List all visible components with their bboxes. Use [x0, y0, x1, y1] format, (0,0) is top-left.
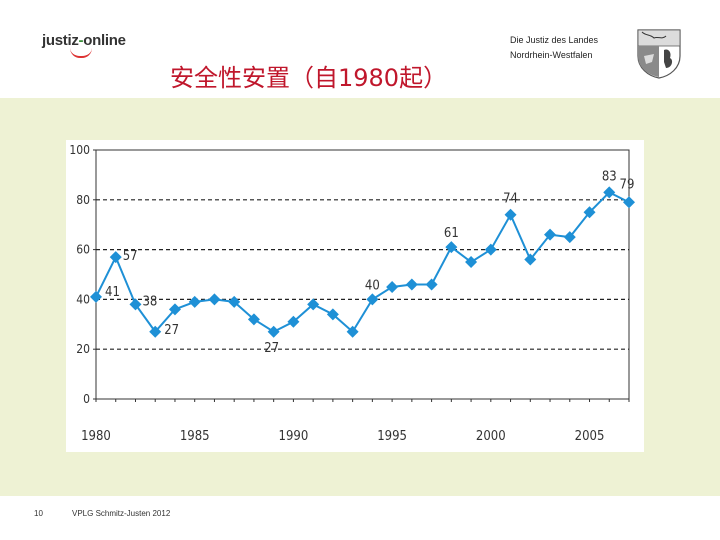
data-label-1983: 27: [164, 323, 179, 338]
data-point-1982: [129, 298, 142, 311]
data-label-1980: 41: [105, 285, 120, 300]
data-point-1983: [149, 325, 162, 338]
plot-border: [95, 149, 630, 400]
y-tick-label: 100: [69, 143, 90, 157]
data-point-1990: [287, 315, 300, 328]
data-label-1981: 57: [123, 249, 138, 264]
data-label-2001: 74: [503, 192, 518, 207]
data-label-2007: 79: [620, 177, 635, 192]
series-line: [95, 191, 630, 334]
data-point-2001: [504, 208, 517, 221]
data-point-1991: [307, 298, 320, 311]
justiz-online-logo: justiz-online: [42, 32, 126, 49]
logo-suffix: online: [83, 32, 126, 49]
y-tick-label: 20: [76, 342, 90, 356]
data-point-2002: [524, 253, 537, 266]
data-label-1982: 38: [142, 294, 157, 309]
data-point-1981: [109, 251, 122, 264]
data-point-1985: [188, 295, 201, 308]
nrw-coat-of-arms-icon: [637, 29, 681, 79]
data-point-2005: [583, 206, 596, 219]
slide-title: 安全性安置（自1980起）: [170, 64, 448, 92]
y-tick-label: 40: [76, 292, 90, 306]
page-number: 10: [34, 509, 43, 518]
data-point-1992: [326, 308, 339, 321]
x-tick-label: 2005: [575, 429, 605, 444]
state-line-2: Nordrhein-Westfalen: [510, 50, 593, 60]
data-point-2007: [623, 196, 635, 209]
chart-frame: 0 20 40 60 80 100 1980 1985 1990 1995 2000 2005 41 57…: [66, 140, 644, 452]
x-tick-label: 1985: [180, 429, 210, 444]
line-chart: 0 20 40 60 80 100 1980 1985 1990 1995 2000 2005 41 57…: [69, 143, 635, 444]
data-point-2006: [603, 186, 616, 199]
data-point-1994: [366, 293, 379, 306]
y-tick-label: 0: [83, 392, 90, 406]
data-point-1997: [425, 278, 438, 291]
logo-swoosh: [70, 48, 92, 58]
data-point-1999: [465, 256, 478, 269]
x-tick-label: 2000: [476, 429, 506, 444]
x-tick-label: 1995: [377, 429, 407, 444]
data-point-2004: [563, 231, 576, 244]
data-label-1989: 27: [264, 341, 279, 356]
data-point-1998: [445, 241, 458, 254]
data-label-2006: 83: [602, 169, 617, 184]
data-point-1988: [247, 313, 260, 326]
data-point-1995: [386, 280, 399, 293]
y-tick-label: 80: [76, 193, 90, 207]
data-point-2003: [544, 228, 557, 241]
data-point-1996: [405, 278, 418, 291]
data-point-1989: [267, 325, 280, 338]
data-point-2000: [484, 243, 497, 256]
x-tick-label: 1990: [279, 429, 309, 444]
data-point-1993: [346, 325, 359, 338]
x-tick-label: 1980: [81, 429, 111, 444]
footer-author: VPLG Schmitz-Justen 2012: [72, 509, 171, 518]
logo-hyphen: -: [78, 32, 84, 49]
y-tick-label: 60: [76, 243, 90, 257]
data-label-1994: 40: [365, 278, 380, 293]
data-point-1987: [228, 295, 241, 308]
logo-prefix: justiz: [42, 32, 79, 49]
data-point-1980: [90, 290, 102, 303]
data-point-1986: [208, 293, 221, 306]
data-label-1998: 61: [444, 226, 459, 241]
state-label: Die Justiz des Landes Nordrhein-Westfale…: [510, 33, 598, 63]
state-line-1: Die Justiz des Landes: [510, 35, 599, 45]
data-point-1984: [168, 303, 181, 316]
